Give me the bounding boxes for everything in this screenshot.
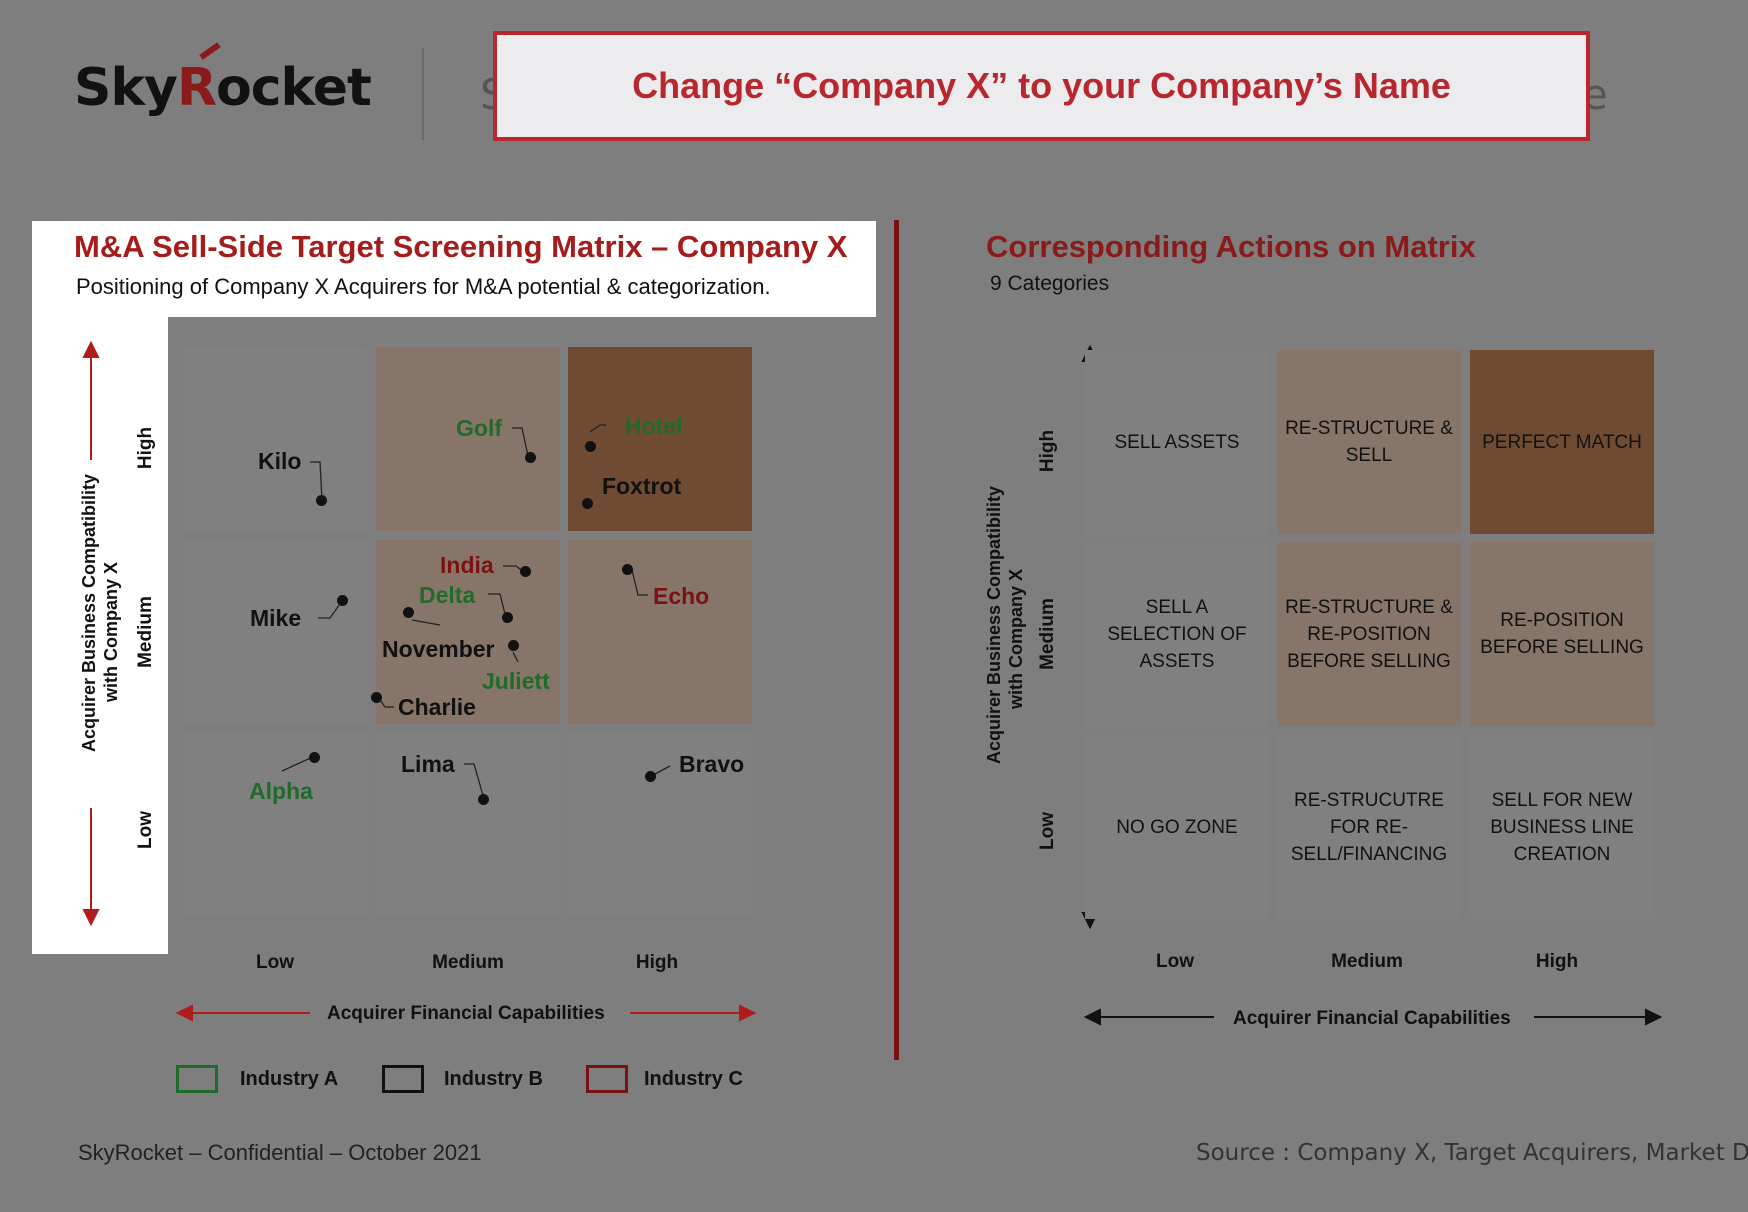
point-alpha [309, 752, 320, 763]
point-mike [337, 595, 348, 606]
right-x-axis-title: Acquirer Financial Capabilities [1233, 1008, 1511, 1029]
left-y-axis-title-line1: Acquirer Business Compatibility [79, 473, 99, 752]
label-foxtrot: Foxtrot [602, 473, 682, 499]
left-y-level-medium: Medium [135, 596, 156, 668]
label-delta: Delta [419, 582, 476, 608]
legend-label-industry-b: Industry B [444, 1068, 543, 1090]
footer-confidential: SkyRocket – Confidential – October 2021 [78, 1140, 482, 1165]
label-november: November [382, 636, 495, 662]
point-golf [525, 452, 536, 463]
left-cell-medium-low [183, 540, 367, 724]
label-echo: Echo [653, 583, 710, 609]
label-juliett: Juliett [482, 668, 550, 694]
right-x-level-medium: Medium [1331, 951, 1403, 972]
left-matrix-title: M&A Sell-Side Target Screening Matrix – … [74, 229, 848, 264]
label-lima: Lima [401, 751, 455, 777]
point-foxtrot [582, 498, 593, 509]
left-cell-high-low [183, 347, 367, 531]
legend-swatch-industry-a [176, 1065, 218, 1093]
left-title-panel [32, 221, 876, 317]
label-charlie: Charlie [398, 694, 476, 720]
label-hotel: Hotel [625, 413, 683, 439]
point-lima [478, 794, 489, 805]
right-y-axis-title-line1: Acquirer Business Compatibility [984, 485, 1004, 764]
skyrocket-logo: Sky Rocket [74, 42, 372, 118]
action-cell-high-low: SELL ASSETS [1085, 350, 1269, 534]
action-cell-low-high: SELL FOR NEW BUSINESS LINE CREATION [1470, 735, 1654, 919]
legend-swatch-industry-c [586, 1065, 628, 1093]
label-kilo: Kilo [258, 448, 302, 474]
right-y-axis-title-line2: with Company X [1006, 569, 1026, 710]
logo-text-sky: Sky [74, 58, 178, 118]
left-x-level-medium: Medium [432, 952, 504, 973]
legend-swatch-industry-b [382, 1065, 424, 1093]
left-x-level-high: High [635, 952, 679, 973]
point-kilo [316, 495, 327, 506]
left-cell-medium-high [568, 540, 752, 724]
logo-text-r: R [177, 42, 221, 118]
label-mike: Mike [250, 605, 302, 631]
left-cell-low-high [568, 732, 752, 916]
left-y-axis-title: Acquirer Business Compatibility with Com… [78, 473, 122, 752]
right-x-level-low: Low [1156, 951, 1194, 972]
left-matrix-subtitle: Positioning of Company X Acquirers for M… [76, 274, 771, 299]
header-separator [422, 48, 424, 140]
right-y-axis-title: Acquirer Business Compatibility with Com… [983, 485, 1027, 764]
label-india: India [440, 552, 494, 578]
instruction-banner: Change “Company X” to your Company’s Nam… [493, 31, 1590, 141]
label-golf: Golf [456, 415, 502, 441]
point-charlie [371, 692, 382, 703]
left-cell-low-low [183, 732, 367, 916]
left-cell-low-medium [376, 732, 560, 916]
action-cell-high-medium: RE-STRUCTURE & SELL [1277, 350, 1461, 534]
point-echo [622, 564, 633, 575]
action-cell-medium-medium: RE-STRUCTURE & RE-POSITION BEFORE SELLIN… [1277, 542, 1461, 726]
point-bravo [645, 771, 656, 782]
action-cell-low-medium: RE-STRUCUTRE FOR RE-SELL/FINANCING [1277, 735, 1461, 919]
left-cell-high-high [568, 347, 752, 531]
right-y-level-medium: Medium [1037, 598, 1058, 670]
left-cell-high-medium [376, 347, 560, 531]
right-y-level-high: High [1037, 429, 1058, 473]
left-y-level-low: Low [135, 811, 156, 849]
point-juliett [508, 640, 519, 651]
action-cell-medium-high: RE-POSITION BEFORE SELLING [1470, 542, 1654, 726]
point-delta [502, 612, 513, 623]
left-axis-panel [32, 317, 168, 954]
right-matrix-title: Corresponding Actions on Matrix [986, 229, 1476, 264]
logo-text-ocket: ocket [215, 58, 372, 118]
legend-label-industry-c: Industry C [644, 1068, 743, 1090]
right-x-level-high: High [1535, 951, 1579, 972]
right-y-level-low: Low [1037, 812, 1058, 850]
right-matrix-subtitle: 9 Categories [990, 272, 1110, 295]
point-november [403, 607, 414, 618]
action-cell-high-high: PERFECT MATCH [1470, 350, 1654, 534]
panel-divider [894, 220, 899, 1060]
left-x-level-low: Low [256, 952, 294, 973]
point-hotel [585, 441, 596, 452]
footer-source: Source : Company X, Target Acquirers, Ma… [1196, 1140, 1748, 1166]
left-y-axis-title-line2: with Company X [101, 562, 121, 703]
legend-label-industry-a: Industry A [240, 1068, 339, 1090]
point-india [520, 566, 531, 577]
action-cell-medium-low: SELL A SELECTION OF ASSETS [1085, 542, 1269, 726]
action-cell-low-low: NO GO ZONE [1085, 735, 1269, 919]
label-alpha: Alpha [249, 778, 313, 804]
label-bravo: Bravo [679, 751, 745, 777]
left-y-level-high: High [135, 426, 156, 470]
left-x-axis-title: Acquirer Financial Capabilities [327, 1003, 605, 1024]
